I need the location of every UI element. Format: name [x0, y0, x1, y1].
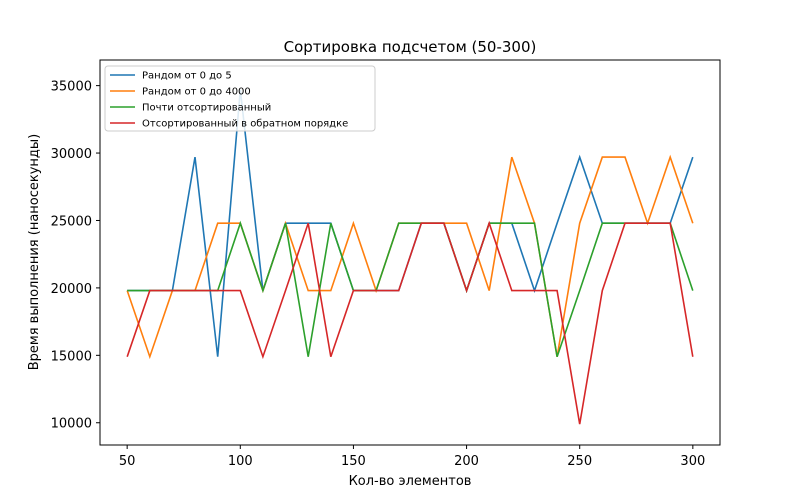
legend-box	[104, 65, 376, 132]
x-tick-label: 50	[119, 454, 136, 469]
plot-frame	[99, 59, 721, 446]
x-tick-label: 100	[228, 454, 253, 469]
legend-label: Рандом от 0 до 4000	[142, 87, 251, 98]
x-tick-label: 250	[567, 454, 592, 469]
y-tick-label: 25000	[51, 214, 92, 229]
x-tick-label: 300	[680, 454, 705, 469]
series-line-4	[126, 220, 694, 425]
chart-title: Сортировка подсчетом (50-300)	[284, 38, 537, 56]
y-axis-label: Время выполнения (наносекунды)	[27, 134, 42, 371]
y-axis: 10000 15000 20000 25000 30000 35000	[51, 80, 100, 432]
x-axis: 50 100 150 200 250 300	[119, 445, 705, 469]
series-line-3	[127, 220, 694, 357]
legend-label: Почти отсортированный	[142, 103, 271, 114]
legend-label: Рандом от 0 до 5	[142, 71, 232, 82]
y-tick-label: 30000	[51, 147, 92, 162]
x-axis-label: Кол-во элементов	[349, 474, 472, 489]
y-tick-label: 10000	[51, 417, 92, 432]
y-tick-label: 15000	[51, 349, 92, 364]
x-tick-label: 150	[341, 454, 366, 469]
y-tick-label: 35000	[51, 80, 92, 95]
x-tick-label: 200	[454, 454, 479, 469]
legend: Рандом от 0 до 5 Рандом от 0 до 4000 Почти…	[104, 65, 376, 132]
series-lines	[126, 89, 694, 425]
y-tick-label: 20000	[51, 282, 92, 297]
legend-label: Отсортированный в обратном порядке	[142, 119, 348, 130]
